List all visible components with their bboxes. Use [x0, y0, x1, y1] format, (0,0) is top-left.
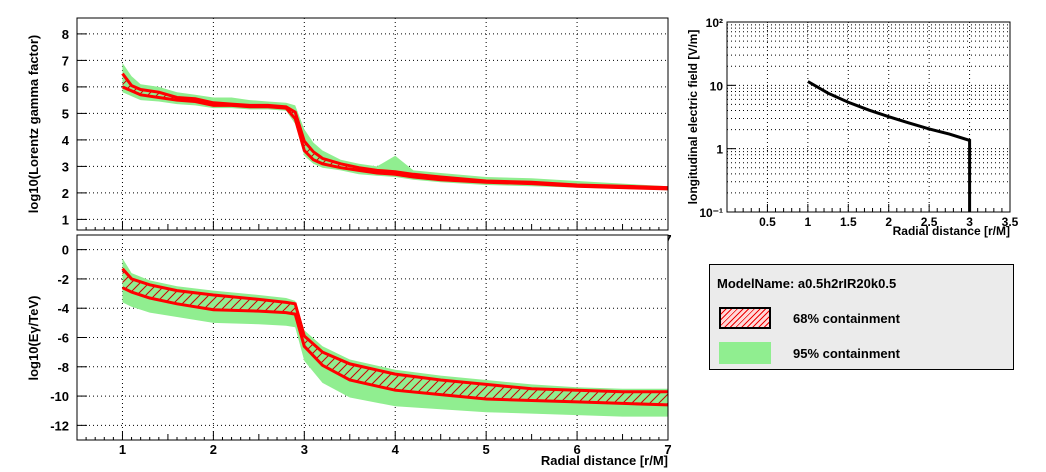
bottom-y-tick-label: -4 — [57, 301, 69, 316]
top-y-tick-label: 3 — [62, 159, 69, 174]
bottom-x-tick-label: 1 — [119, 442, 126, 457]
bottom-x-tick-label: 6 — [573, 442, 580, 457]
legend-swatch-95 — [719, 342, 771, 364]
bottom-x-tick-label: 2 — [210, 442, 217, 457]
bottom-y-axis-label: log10(Eγ/TeV) — [26, 295, 41, 380]
top-line-68-lower — [121, 85, 669, 191]
top-y-tick-label: 1 — [62, 212, 69, 227]
top-y-tick-label: 6 — [62, 80, 69, 95]
legend-label-68: 68% containment — [793, 310, 900, 326]
legend-title: ModelName: a0.5h2rIR20k0.5 — [717, 276, 897, 291]
bottom-y-tick-label: -8 — [57, 360, 69, 375]
field-y-tick-label: 10² — [706, 16, 723, 30]
field-x-tick-label: 2.5 — [921, 215, 938, 229]
legend-entry-95: 95% containment — [719, 341, 900, 365]
top-frame — [76, 17, 669, 231]
bottom-line-68-upper — [121, 267, 668, 394]
bottom-x-tick-label: 3 — [301, 442, 308, 457]
legend: ModelName: a0.5h2rIR20k0.5 68% containme… — [709, 264, 1014, 370]
legend-label-95: 95% containment — [793, 345, 900, 361]
bottom-band-68 — [122, 268, 668, 405]
field-x-tick-label: 2 — [885, 215, 892, 229]
field-x-tick-label: 0.5 — [759, 215, 776, 229]
field-y-tick-label: 1 — [716, 143, 723, 157]
field-x-tick-label: 3 — [966, 215, 973, 229]
legend-entry-68: 68% containment — [719, 306, 900, 330]
bottom-line-68-lower — [121, 286, 669, 407]
bottom-y-tick-label: -6 — [57, 331, 69, 346]
field-x-tick-label: 1.5 — [840, 215, 857, 229]
legend-swatch-68 — [719, 307, 771, 329]
top-y-tick-label: 5 — [62, 106, 69, 121]
field-frame — [726, 21, 1011, 213]
top-line-68-upper — [121, 72, 669, 190]
bottom-y-tick-label: 0 — [62, 243, 69, 258]
field-x-tick-label: 3.5 — [1002, 215, 1019, 229]
field-curve — [807, 80, 972, 212]
top-y-tick-label: 2 — [62, 186, 69, 201]
field-y-axis-label: longitudinal electric field [V/m] — [686, 30, 700, 205]
bottom-y-tick-label: -2 — [57, 272, 69, 287]
top-y-tick-label: 8 — [62, 27, 69, 42]
bottom-x-tick-label: 7 — [664, 442, 671, 457]
field-y-tick-label: 10 — [710, 79, 724, 93]
bottom-x-axis-label: Radial distance [r/M] — [541, 453, 668, 468]
bottom-y-tick-label: -12 — [50, 418, 69, 433]
top-band-95 — [122, 63, 668, 191]
bottom-x-tick-label: 5 — [483, 442, 490, 457]
top-y-tick-label: 7 — [62, 53, 69, 68]
field-plot-area — [727, 22, 1010, 212]
top-plot-area — [77, 18, 668, 230]
field-x-axis-label: Radial distance [r/M] — [893, 224, 1010, 238]
field-y-tick-label: 10⁻¹ — [699, 206, 723, 220]
bottom-y-tick-label: -10 — [50, 389, 69, 404]
bottom-x-tick-label: 4 — [392, 442, 400, 457]
field-x-tick-label: 1 — [805, 215, 812, 229]
top-y-axis-label: log10(Lorentz gamma factor) — [26, 35, 41, 213]
top-y-tick-label: 4 — [62, 133, 70, 148]
